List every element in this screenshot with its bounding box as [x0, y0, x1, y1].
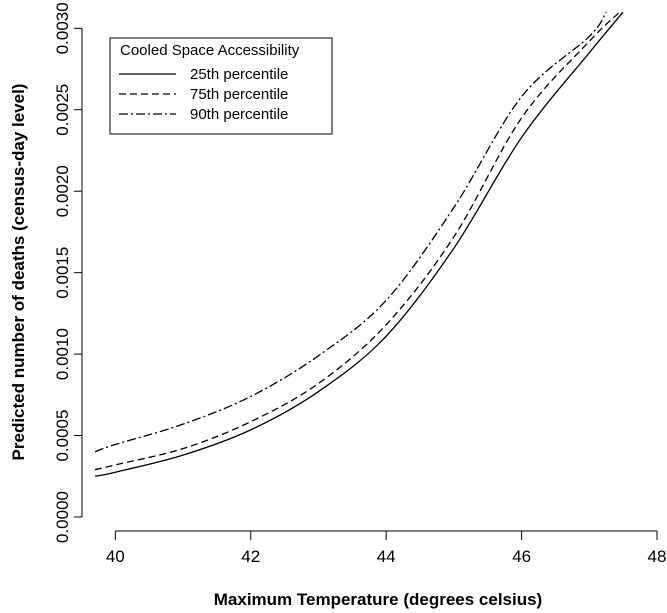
x-tick-label: 46: [512, 547, 531, 566]
y-tick-label: 0.0020: [53, 165, 72, 217]
series-line-3: [95, 12, 607, 453]
y-tick-label: 0.0000: [53, 491, 72, 543]
x-tick-label: 42: [241, 547, 260, 566]
x-axis-title: Maximum Temperature (degrees celsius): [214, 590, 542, 609]
series-line-2: [95, 12, 621, 471]
legend-label-1: 25th percentile: [190, 66, 288, 83]
legend-title: Cooled Space Accessibility: [120, 42, 300, 59]
y-tick-label: 0.0025: [53, 84, 72, 136]
legend-box: [109, 37, 333, 135]
legend-label-2: 75th percentile: [190, 86, 288, 103]
x-tick-label: 44: [377, 547, 396, 566]
x-tick-label: 48: [648, 547, 667, 566]
series-line-1: [95, 12, 624, 477]
x-axis: 40 42 44 46 48: [106, 530, 667, 566]
y-tick-label: 0.0030: [53, 2, 72, 54]
y-tick-label: 0.0010: [53, 328, 72, 380]
y-axis-title: Predicted number of deaths (census-day l…: [9, 84, 28, 461]
x-tick-label: 40: [106, 547, 125, 566]
legend-label-3: 90th percentile: [190, 106, 288, 123]
legend: Cooled Space Accessibility 25th percenti…: [109, 37, 333, 135]
y-tick-label: 0.0015: [53, 247, 72, 299]
plot-area: [95, 12, 624, 477]
y-axis: 0.0000 0.0005 0.0010 0.0015 0.0020 0.0025 0.00…: [53, 2, 83, 543]
y-tick-label: 0.0005: [53, 410, 72, 462]
